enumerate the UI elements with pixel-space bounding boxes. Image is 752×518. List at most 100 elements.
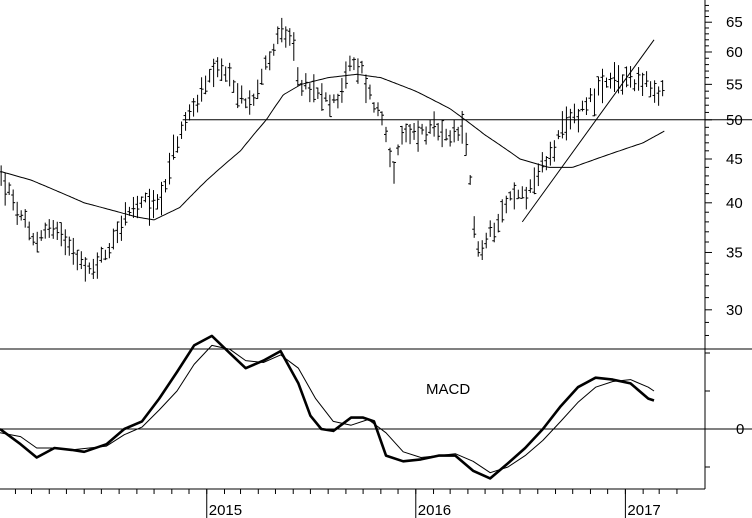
ohlc-bar — [79, 251, 84, 270]
ohlc-bar — [207, 68, 212, 83]
ohlc-bar — [524, 186, 529, 210]
ohlc-bar — [187, 104, 192, 121]
ohlc-bar — [604, 77, 609, 88]
ohlc-bar — [528, 179, 533, 193]
y-tick-label: 65 — [726, 14, 743, 31]
ohlc-bar — [548, 141, 553, 166]
ohlc-bar — [424, 126, 429, 145]
ohlc-bar — [652, 80, 657, 103]
ohlc-bar — [127, 206, 132, 216]
ohlc-bar — [191, 98, 196, 117]
ohlc-bar — [247, 90, 252, 115]
ohlc-bar — [323, 92, 328, 102]
ohlc-bar — [199, 77, 204, 102]
ohlc-bar — [500, 199, 505, 223]
ohlc-bar — [416, 120, 421, 152]
ohlc-bar — [171, 134, 176, 160]
ohlc-bar — [267, 51, 272, 71]
ohlc-bar — [564, 106, 569, 141]
ohlc-bar — [556, 130, 561, 140]
ohlc-bar — [95, 252, 100, 279]
ohlc-bar — [584, 97, 589, 116]
ohlc-bar — [151, 190, 156, 219]
ohlc-bar — [7, 182, 12, 195]
ohlc-bar — [235, 83, 240, 109]
ohlc-bar — [608, 72, 613, 89]
ohlc-bar — [468, 175, 473, 185]
ohlc-bar — [251, 93, 256, 106]
ohlc-bar — [371, 102, 376, 113]
ohlc-bar — [283, 26, 288, 48]
ohlc-bar — [19, 210, 24, 221]
ohlc-bar — [179, 121, 184, 139]
ohlc-bar — [544, 156, 549, 171]
ohlc-bar — [135, 195, 140, 219]
ohlc-bar — [115, 221, 120, 244]
ohlc-bar — [444, 128, 449, 141]
ohlc-bar — [231, 79, 236, 93]
ohlc-bar — [23, 209, 28, 228]
ohlc-bar — [436, 122, 441, 141]
ohlc-bar — [568, 108, 573, 130]
ohlc-bar — [512, 182, 517, 210]
ohlc-bar — [488, 220, 493, 237]
ohlc-bar — [47, 219, 52, 238]
ohlc-bar — [464, 132, 469, 157]
ohlc-bar — [327, 94, 332, 118]
year-label: 2016 — [418, 502, 451, 518]
ohlc-bar — [375, 102, 380, 117]
ohlc-bar — [99, 246, 104, 263]
ohlc-bar — [660, 80, 665, 97]
ohlc-bar — [392, 161, 397, 184]
ohlc-bar — [223, 66, 228, 82]
macd-zero-label: 0 — [736, 421, 744, 438]
ohlc-bar — [452, 119, 457, 143]
y-tick-label: 30 — [726, 302, 743, 319]
macd-panel: MACD — [0, 334, 752, 480]
y-tick-label: 40 — [726, 195, 743, 212]
ohlc-bar — [520, 186, 525, 199]
ohlc-bar — [492, 222, 497, 243]
ohlc-bar — [31, 232, 36, 246]
ohlc-bar — [628, 66, 633, 88]
ohlc-bar — [319, 83, 324, 111]
ohlc-bar — [480, 240, 485, 261]
ohlc-bar — [363, 74, 368, 104]
y-tick-label: 55 — [726, 76, 743, 93]
ohlc-bar — [71, 237, 76, 265]
ohlc-bar — [516, 189, 521, 200]
ohlc-bar — [476, 241, 481, 257]
ohlc-bar — [351, 57, 356, 71]
ohlc-bar — [612, 62, 617, 92]
macd-label: MACD — [426, 381, 470, 398]
ohlc-bar — [648, 81, 653, 98]
ohlc-bar — [540, 152, 545, 173]
ohlc-bar — [532, 167, 537, 195]
ohlc-bar — [11, 189, 16, 211]
ohlc-bar — [339, 77, 344, 103]
year-label: 2015 — [209, 502, 242, 518]
y-tick-label: 60 — [726, 44, 743, 61]
ohlc-bar — [15, 201, 20, 225]
ohlc-bar — [508, 191, 513, 201]
ohlc-bar — [219, 58, 224, 81]
ohlc-bar — [139, 196, 144, 208]
ohlc-bar — [640, 72, 645, 97]
ohlc-bar — [39, 230, 44, 241]
ohlc-bar — [644, 71, 649, 87]
ohlc-bar — [211, 58, 216, 88]
ohlc-bar — [131, 196, 136, 218]
ohlc-bar — [227, 62, 232, 87]
ohlc-bar — [536, 163, 541, 187]
ohlc-bar — [432, 111, 437, 137]
ohlc-bar — [27, 221, 32, 241]
ohlc-bar — [428, 119, 433, 134]
moving-average-line — [0, 73, 665, 221]
ohlc-bar — [552, 140, 557, 162]
ohlc-bar — [175, 136, 180, 153]
ohlc-bar — [335, 93, 340, 109]
ohlc-bar — [83, 257, 88, 282]
ohlc-bar — [408, 124, 413, 145]
